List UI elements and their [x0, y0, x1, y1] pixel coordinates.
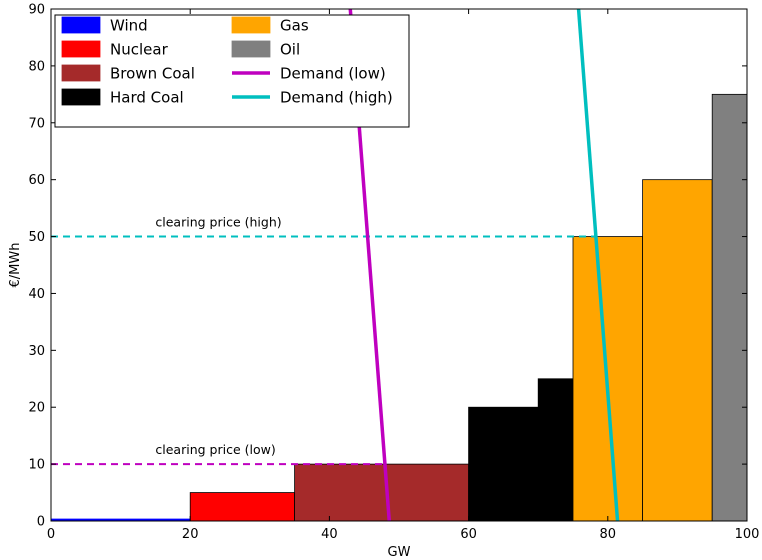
y-tick-label: 80 — [28, 59, 45, 74]
bar-brown-coal — [294, 463, 470, 522]
legend-swatch-oil — [231, 40, 271, 58]
bar-gas — [642, 179, 713, 522]
legend-label-demand-low: Demand (low) — [280, 65, 386, 83]
x-tick-label: 60 — [460, 527, 477, 542]
legend-swatch-wind — [61, 16, 101, 34]
y-tick-label: 60 — [28, 173, 45, 188]
y-tick-label: 10 — [28, 458, 45, 473]
legend-label-brown-coal: Brown Coal — [110, 65, 195, 83]
x-axis-label: GW — [388, 545, 411, 560]
x-tick-label: 40 — [321, 527, 338, 542]
legend-label-oil: Oil — [280, 41, 300, 59]
clearing-price-lines: clearing price (low) clearing price (high… — [51, 215, 596, 466]
axis-ticks: 0 20 40 60 80 100 0 10 20 30 40 50 60 70 80 90 — [28, 3, 759, 543]
legend-label-nuclear: Nuclear — [110, 41, 169, 59]
legend-swatch-hard-coal — [61, 88, 101, 106]
legend-label-hard-coal: Hard Coal — [110, 89, 184, 107]
series-demand-high — [576, 8, 620, 522]
legend-label-wind: Wind — [110, 17, 148, 35]
bar-hard-coal — [468, 406, 539, 522]
bar-nuclear — [189, 492, 295, 522]
clearing-price-label-0: clearing price (low) — [155, 442, 275, 457]
y-tick-label: 50 — [28, 230, 45, 245]
legend-box — [54, 14, 410, 128]
legend-label-demand-high: Demand (high) — [280, 89, 393, 107]
y-tick-label: 0 — [37, 515, 45, 530]
legend-swatch-brown-coal — [61, 64, 101, 82]
y-axis-label: €/MWh — [8, 243, 23, 288]
legend-swatch-nuclear — [61, 40, 101, 58]
bar-oil — [711, 93, 748, 522]
y-tick-label: 90 — [28, 3, 45, 18]
x-tick-label: 20 — [182, 527, 199, 542]
plot-frame — [50, 8, 748, 522]
legend-swatch-gas — [231, 16, 271, 34]
y-tick-label: 20 — [28, 401, 45, 416]
y-tick-label: 30 — [28, 344, 45, 359]
x-tick-label: 100 — [735, 527, 760, 542]
y-tick-label: 40 — [28, 287, 45, 302]
bar-hard-coal — [537, 378, 574, 522]
legend: Wind Nuclear Brown Coal Hard Coal Gas Oil Dema… — [54, 14, 410, 128]
legend-label-gas: Gas — [280, 17, 309, 35]
x-tick-label: 0 — [47, 527, 55, 542]
clearing-price-label-1: clearing price (high) — [155, 215, 281, 230]
x-tick-label: 80 — [600, 527, 617, 542]
y-tick-label: 70 — [28, 116, 45, 131]
